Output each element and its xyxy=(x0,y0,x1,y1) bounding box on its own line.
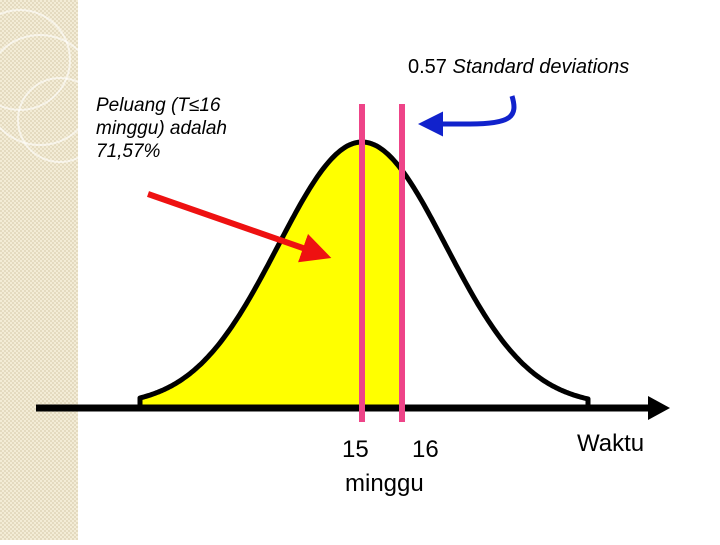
shaded-probability-area xyxy=(140,142,402,406)
red-pointer-arrow xyxy=(147,191,332,263)
axis-unit-label: minggu xyxy=(345,470,424,497)
axis-title: Waktu xyxy=(577,430,645,457)
tick-label-16: 16 xyxy=(412,436,439,463)
probability-line-3: 71,57% xyxy=(96,141,161,162)
tick-label-15: 15 xyxy=(342,436,369,463)
std-deviation-label: 0.57 Standard deviations xyxy=(408,56,629,79)
decorative-side-panel xyxy=(0,0,103,540)
probability-line-2: minggu) adalah xyxy=(96,118,227,139)
probability-label: Peluang (T≤16 minggu) adalah 71,57% xyxy=(96,94,227,163)
blue-pointer-arrow xyxy=(418,95,517,137)
probability-line-1: Peluang (T≤16 xyxy=(96,95,221,116)
std-deviation-text: Standard deviations xyxy=(452,56,630,78)
axis-arrowhead xyxy=(648,396,670,420)
std-deviation-value: 0.57 xyxy=(408,56,447,78)
